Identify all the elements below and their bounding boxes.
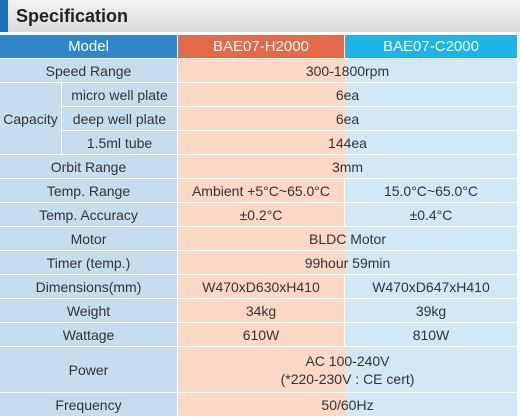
row-label: Temp. Accuracy: [0, 203, 178, 227]
sub-label: deep well plate: [62, 107, 178, 131]
sub-label: micro well plate: [62, 83, 178, 107]
text-line: AC 100-240V: [305, 352, 390, 369]
row-label: Motor: [0, 227, 178, 251]
value: AC 100-240V (*220-230V : CE cert): [178, 347, 518, 393]
row-label: Frequency: [0, 393, 178, 417]
row-label: Power: [0, 347, 178, 393]
value: 34kg: [178, 299, 345, 323]
title: Specification: [16, 6, 129, 26]
row-label: Timer (temp.): [0, 251, 178, 275]
value: ±0.2°C: [178, 203, 345, 227]
value: 6ea: [178, 107, 518, 131]
value: 6ea: [178, 83, 518, 107]
value: BLDC Motor: [178, 227, 518, 251]
value: 15.0°C~65.0°C: [345, 179, 518, 203]
row-label: Wattage: [0, 323, 178, 347]
header-model-2: BAE07-C2000: [345, 35, 518, 59]
row-label: Weight: [0, 299, 178, 323]
value: 3mm: [178, 155, 518, 179]
value: 610W: [178, 323, 345, 347]
value: 810W: [345, 323, 518, 347]
header-model: Model: [0, 35, 178, 59]
value: 99hour 59min: [178, 251, 518, 275]
value: 144ea: [178, 131, 518, 155]
row-label: Dimensions(mm): [0, 275, 178, 299]
value: 300-1800rpm: [178, 59, 518, 83]
header-model-1: BAE07-H2000: [178, 35, 345, 59]
row-label: Speed Range: [0, 59, 178, 83]
text-line: (*220-230V : CE cert): [280, 370, 415, 387]
title-bar: Specification: [0, 0, 520, 32]
accent: [0, 0, 8, 32]
value: ±0.4°C: [345, 203, 518, 227]
sub-label: 1.5ml tube: [62, 131, 178, 155]
value: W470xD647xH410: [345, 275, 518, 299]
group-label: Capacity: [0, 83, 62, 155]
value: W470xD630xH410: [178, 275, 345, 299]
row-label: Orbit Range: [0, 155, 178, 179]
value: 50/60Hz: [178, 393, 518, 417]
value: Ambient +5°C~65.0°C: [178, 179, 345, 203]
row-label: Temp. Range: [0, 179, 178, 203]
value: 39kg: [345, 299, 518, 323]
